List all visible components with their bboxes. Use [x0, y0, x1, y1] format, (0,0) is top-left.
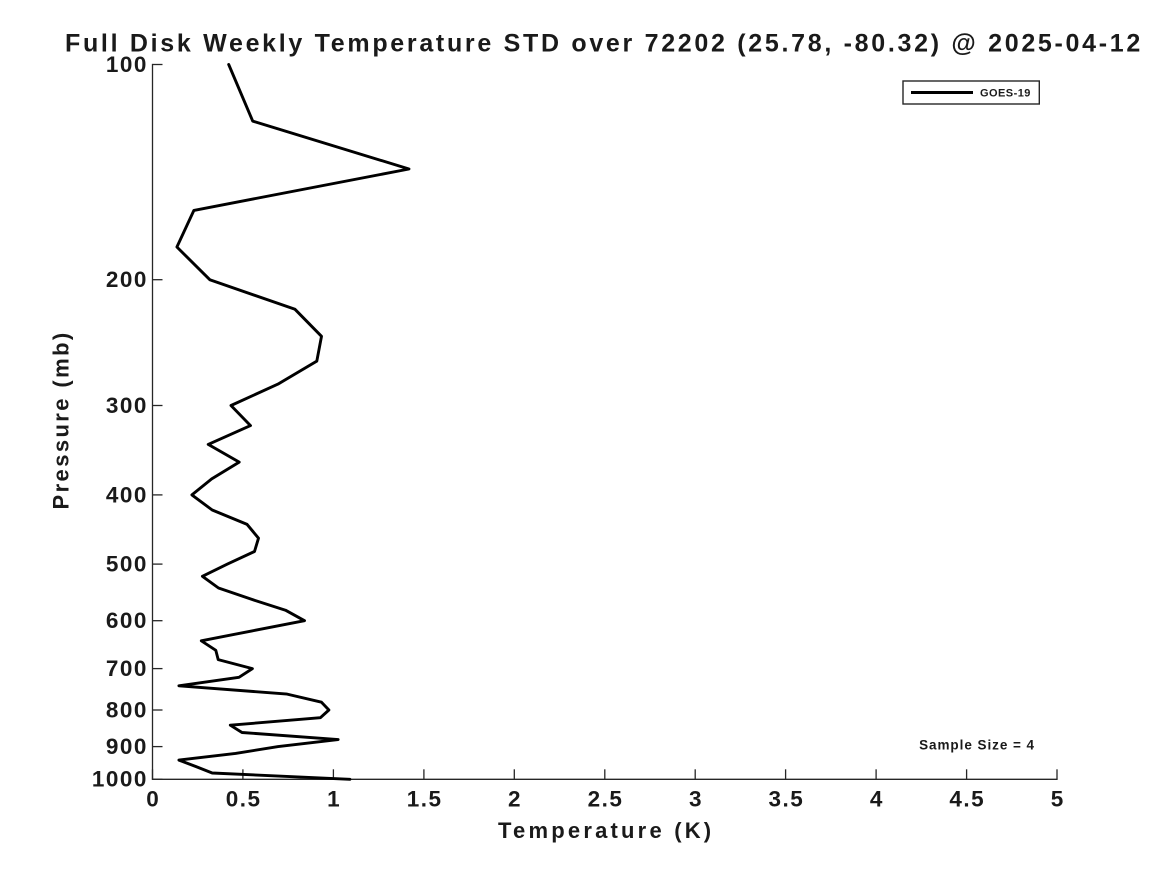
- svg-text:1: 1: [327, 787, 341, 812]
- svg-text:200: 200: [106, 267, 148, 292]
- svg-text:2.5: 2.5: [588, 787, 624, 812]
- svg-text:2: 2: [508, 787, 522, 812]
- svg-text:500: 500: [106, 552, 148, 577]
- svg-text:Sample Size = 4: Sample Size = 4: [919, 738, 1035, 753]
- svg-text:700: 700: [106, 656, 148, 681]
- svg-text:3.5: 3.5: [769, 787, 805, 812]
- svg-text:0: 0: [146, 787, 160, 812]
- svg-text:100: 100: [106, 52, 148, 77]
- svg-text:800: 800: [106, 697, 148, 722]
- svg-text:600: 600: [106, 608, 148, 633]
- svg-text:3: 3: [689, 787, 703, 812]
- svg-text:1000: 1000: [92, 767, 148, 792]
- svg-text:400: 400: [106, 482, 148, 507]
- svg-text:Pressure (mb): Pressure (mb): [49, 330, 74, 509]
- svg-text:GOES-19: GOES-19: [980, 88, 1031, 100]
- svg-text:5: 5: [1051, 787, 1065, 812]
- svg-text:4: 4: [870, 787, 884, 812]
- svg-text:Temperature (K): Temperature (K): [498, 818, 714, 843]
- svg-text:300: 300: [106, 393, 148, 418]
- svg-text:Full Disk Weekly Temperature S: Full Disk Weekly Temperature STD over 72…: [65, 30, 1143, 58]
- svg-text:1.5: 1.5: [407, 787, 443, 812]
- svg-text:900: 900: [106, 734, 148, 759]
- svg-text:0.5: 0.5: [226, 787, 262, 812]
- svg-text:4.5: 4.5: [949, 787, 985, 812]
